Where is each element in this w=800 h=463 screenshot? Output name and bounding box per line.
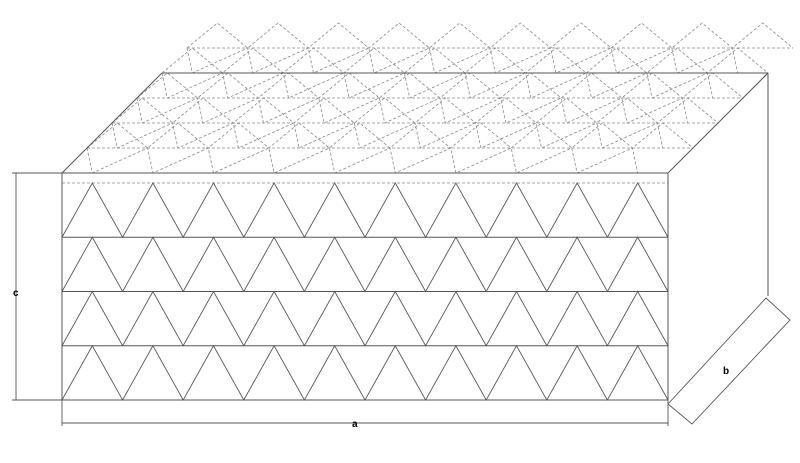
dimension-label-a: a [352, 419, 358, 430]
front-triangle-row [61, 290, 669, 347]
front-triangle-row [61, 182, 669, 239]
hidden-triangle-row [161, 47, 769, 74]
front-triangle-row [61, 236, 669, 293]
hidden-triangle-row [111, 97, 719, 124]
hidden-triangle-row [186, 22, 794, 49]
dimension-box-b [667, 297, 791, 425]
dimension-label-c: c [13, 288, 19, 299]
box-outline [61, 72, 769, 401]
hidden-triangle-row-lower [136, 97, 689, 124]
front-triangle-row [61, 344, 669, 401]
front-face-pattern [61, 182, 669, 401]
hidden-triangle-row-lower [111, 122, 664, 149]
dimension-label-b: b [723, 366, 729, 377]
front-face-outline [61, 172, 669, 401]
dimension-lines [12, 172, 791, 426]
hidden-triangle-row [86, 122, 694, 149]
hidden-triangle-row-lower [86, 147, 639, 174]
hidden-top-pattern [62, 22, 794, 184]
hidden-triangle-row-lower [186, 47, 739, 74]
hidden-triangle-row [136, 72, 744, 99]
top-right-depth-edge [667, 72, 769, 174]
top-left-depth-edge [61, 72, 163, 174]
hidden-triangle-row-lower [161, 72, 714, 99]
